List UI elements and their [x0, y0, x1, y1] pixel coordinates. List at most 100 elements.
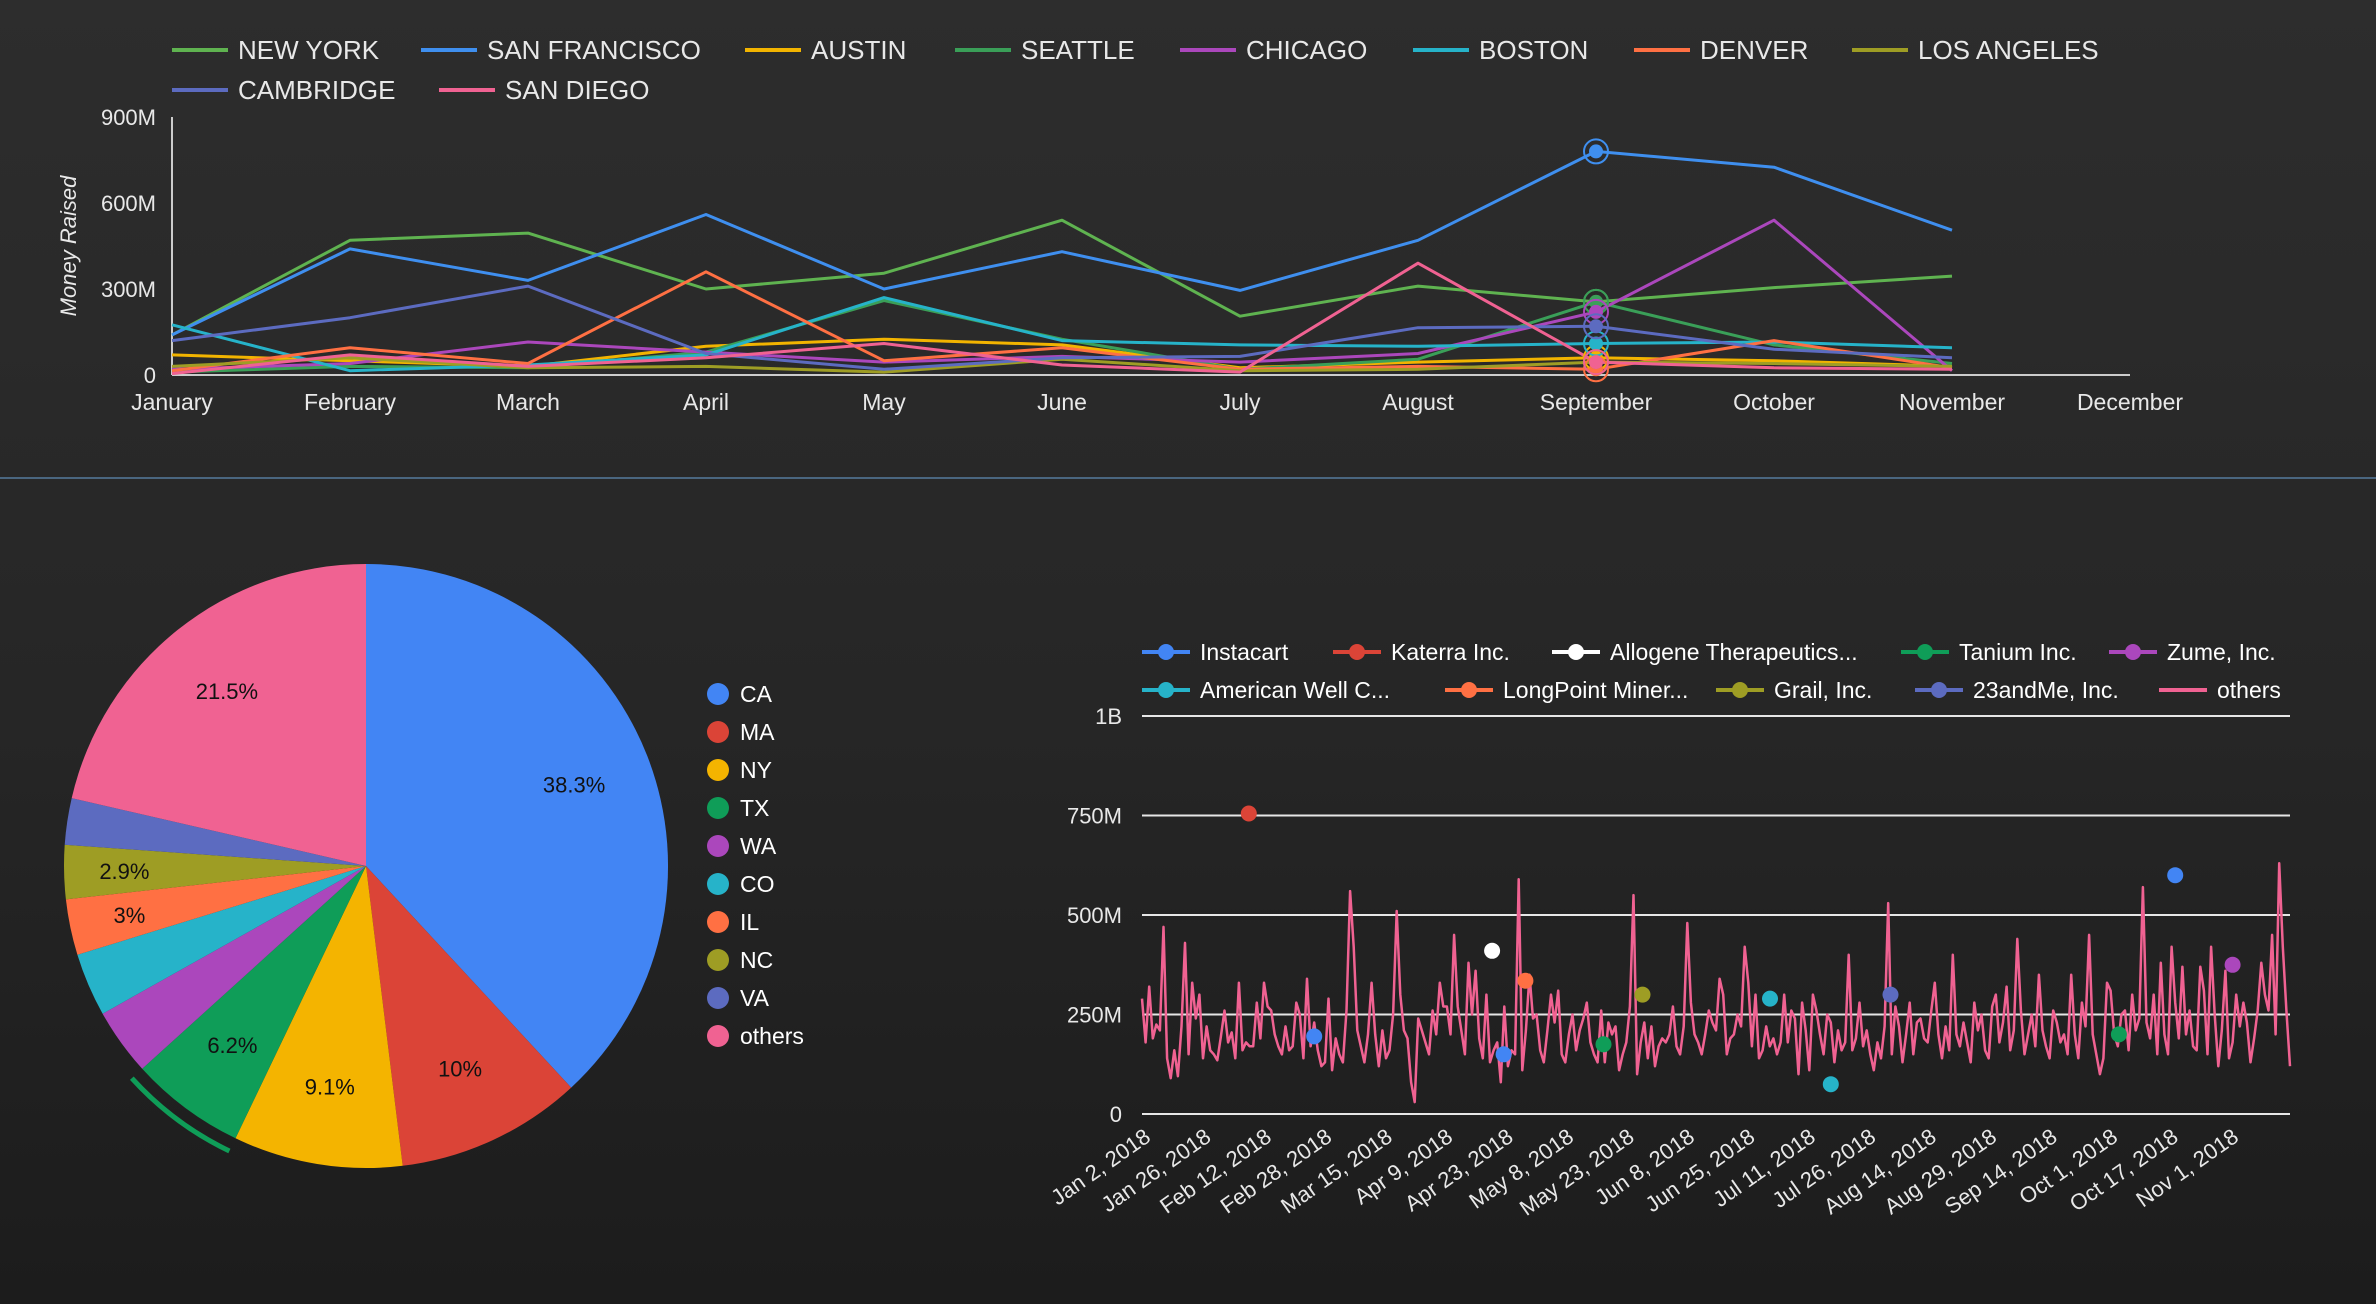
scatter-legend-item[interactable]: Zume, Inc. — [2109, 639, 2276, 665]
scatter-point[interactable] — [1822, 1076, 1839, 1093]
x-tick-label: November — [1899, 389, 2005, 415]
pie-legend-item[interactable]: NC — [707, 947, 773, 973]
highlight-point[interactable] — [1589, 355, 1603, 370]
pie-slice-ma[interactable] — [366, 866, 572, 1166]
line-legend-item[interactable]: SEATTLE — [955, 35, 1135, 65]
line-legend-item[interactable]: SAN DIEGO — [439, 75, 649, 105]
pie-legend-dot — [707, 683, 729, 705]
highlight-point[interactable] — [1589, 319, 1603, 334]
line-chart-legend: NEW YORK SAN FRANCISCO AUSTIN SEATTLE CHICAG… — [172, 35, 2099, 105]
pie-slice-wa[interactable] — [102, 866, 366, 1069]
scatter-point[interactable] — [2224, 956, 2241, 973]
pie-slices — [63, 564, 669, 1169]
pie-legend-dot — [707, 949, 729, 971]
line-chart-axes: 0 300M 600M 900M Money Raised January February… — [56, 105, 2183, 415]
scatter-point[interactable] — [1517, 972, 1534, 989]
scatter-point[interactable] — [2110, 1026, 2127, 1043]
pie-slice-il[interactable] — [65, 866, 367, 955]
line-legend-item[interactable]: CAMBRIDGE — [172, 75, 395, 105]
pie-legend-item[interactable]: others — [707, 1023, 804, 1049]
pie-legend-label: NC — [740, 947, 773, 973]
line-legend-item[interactable]: DENVER — [1634, 35, 1808, 65]
series-line-cambridge[interactable] — [171, 284, 1953, 371]
pie-slice-label: 2.9% — [99, 859, 149, 884]
highlight-point[interactable] — [1589, 294, 1603, 309]
line-legend-item[interactable]: NEW YORK — [172, 35, 380, 65]
scatter-legend-item[interactable]: 23andMe, Inc. — [1915, 677, 2119, 703]
line-legend-item[interactable]: SAN FRANCISCO — [421, 35, 701, 65]
pie-legend-label: MA — [740, 719, 775, 745]
scatter-point[interactable] — [1306, 1028, 1323, 1045]
pie-slice-ca[interactable] — [366, 564, 669, 1088]
pie-slice-co[interactable] — [77, 866, 367, 1014]
y-tick-label: 900M — [101, 105, 156, 130]
scatter-legend-item[interactable]: Tanium Inc. — [1901, 639, 2077, 665]
x-tick-label: October — [1733, 389, 1815, 415]
line-legend-item[interactable]: AUSTIN — [745, 35, 906, 65]
series-line-san-francisco[interactable] — [171, 149, 1953, 337]
scatter-legend-label: Zume, Inc. — [2167, 639, 2276, 665]
pie-legend-dot — [707, 911, 729, 933]
x-tick-label: August — [1382, 389, 1454, 415]
scatter-point[interactable] — [1762, 990, 1778, 1007]
line-legend-item[interactable]: CHICAGO — [1180, 35, 1367, 65]
scatter-legend-item[interactable]: American Well C... — [1142, 677, 1390, 703]
pie-legend-item[interactable]: IL — [707, 909, 759, 935]
y-tick-label: 750M — [1067, 804, 1122, 829]
highlight-point[interactable] — [1589, 144, 1603, 159]
series-line-new-york[interactable] — [171, 218, 1953, 337]
pie-slice-label: 10% — [438, 1057, 482, 1082]
line-chart: NEW YORK SAN FRANCISCO AUSTIN SEATTLE CHICAG… — [56, 35, 2183, 415]
scatter-point[interactable] — [1495, 1046, 1512, 1063]
pie-slice-label: 9.1% — [305, 1075, 355, 1100]
scatter-legend-dot — [1158, 644, 1174, 660]
scatter-legend-item[interactable]: LongPoint Miner... — [1445, 677, 1688, 703]
scatter-legend-item[interactable]: Allogene Therapeutics... — [1552, 639, 1858, 665]
pie-legend-item[interactable]: MA — [707, 719, 775, 745]
x-tick-label: April — [683, 389, 729, 415]
scatter-chart: Instacart Katerra Inc. Allogene Therapeuti… — [1046, 639, 2292, 1221]
pie-legend-item[interactable]: NY — [707, 757, 772, 783]
pie-slice-label: 21.5% — [196, 679, 258, 704]
line-legend-label: CAMBRIDGE — [238, 75, 395, 105]
scatter-point[interactable] — [1484, 942, 1501, 959]
series-line-boston[interactable] — [171, 296, 1953, 373]
others-line[interactable] — [1140, 862, 2292, 1104]
pie-legend-item[interactable]: CA — [707, 681, 773, 707]
pie-slice-ny[interactable] — [235, 866, 403, 1169]
scatter-point[interactable] — [1595, 1036, 1612, 1053]
scatter-point[interactable] — [2167, 867, 2184, 884]
scatter-points — [1240, 805, 2241, 1093]
pie-slice-others[interactable] — [71, 564, 366, 866]
scatter-legend-item[interactable]: Instacart — [1142, 639, 1289, 665]
line-chart-series — [171, 149, 1953, 376]
y-tick-label: 500M — [1067, 903, 1122, 928]
line-legend-item[interactable]: LOS ANGELES — [1852, 35, 2099, 65]
scatter-point[interactable] — [1882, 986, 1899, 1003]
scatter-point[interactable] — [1634, 986, 1651, 1003]
scatter-point[interactable] — [1240, 805, 1257, 822]
pie-slice-nc[interactable] — [63, 844, 367, 900]
pie-slice-va[interactable] — [64, 798, 366, 866]
y-tick-label: 600M — [101, 191, 156, 216]
line-legend-item[interactable]: BOSTON — [1413, 35, 1588, 65]
series-line-denver[interactable] — [171, 270, 1953, 373]
scatter-legend-label: LongPoint Miner... — [1503, 677, 1688, 703]
pie-chart: 38.3% 10% 9.1% 6.2% 3% 2.9% 21.5% CA MA NY TX WA CO… — [63, 564, 804, 1169]
y-tick-label: 0 — [144, 363, 156, 388]
pie-legend-item[interactable]: TX — [707, 795, 769, 821]
scatter-legend-label: Allogene Therapeutics... — [1610, 639, 1858, 665]
pie-legend-dot — [707, 721, 729, 743]
pie-slice-label: 38.3% — [543, 772, 605, 797]
series-line-san-diego[interactable] — [171, 261, 1953, 376]
highlight-point[interactable] — [1589, 336, 1603, 351]
pie-slice-tx[interactable] — [142, 866, 366, 1139]
scatter-legend-item[interactable]: Katerra Inc. — [1333, 639, 1510, 665]
highlight-point[interactable] — [1589, 304, 1603, 319]
pie-legend-item[interactable]: CO — [707, 871, 775, 897]
pie-legend-item[interactable]: WA — [707, 833, 777, 859]
scatter-legend-item[interactable]: Grail, Inc. — [1716, 677, 1872, 703]
scatter-legend-item[interactable]: others — [2159, 677, 2281, 703]
scatter-legend-dot — [1461, 682, 1477, 698]
pie-legend-item[interactable]: VA — [707, 985, 770, 1011]
